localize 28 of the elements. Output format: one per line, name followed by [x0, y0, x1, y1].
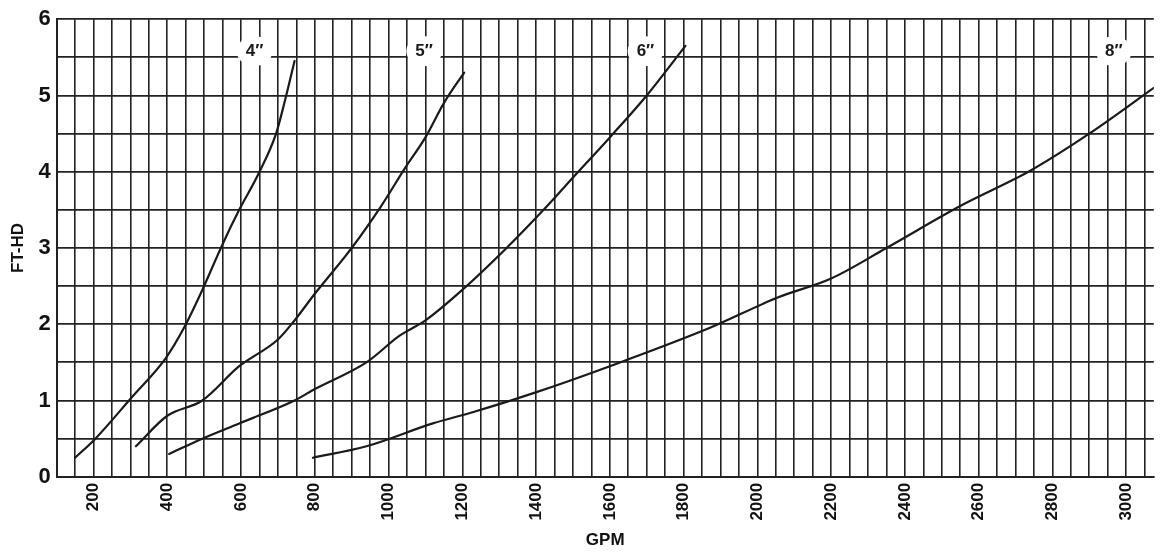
x-tick-label: 1000: [378, 482, 398, 521]
text: 8″: [1105, 40, 1123, 60]
x-tick-label: 2600: [968, 482, 988, 521]
x-tick-label: 2800: [1042, 482, 1062, 521]
y-axis-title: FT-HD: [7, 222, 27, 274]
x-tick-label: 1400: [525, 482, 545, 521]
x-tick-label: 1200: [452, 482, 471, 521]
y-tick-label: 3: [38, 234, 51, 260]
series-label: 4″: [245, 40, 264, 60]
y-tick-label: 5: [38, 81, 51, 107]
x-tick-label: 1800: [673, 482, 693, 521]
series-label: 5″: [415, 40, 433, 60]
x-tick-label: 800: [304, 482, 324, 512]
y-tick-label: 4: [38, 157, 52, 183]
x-tick-label: 400: [156, 482, 176, 512]
series-label: 6″: [636, 40, 655, 60]
y-tick-label: 0: [38, 462, 51, 488]
x-tick-label: 2000: [747, 482, 767, 521]
x-tick-label: 2200: [820, 482, 840, 521]
x-tick-label: 1600: [599, 482, 619, 521]
x-axis-title: GPM: [585, 530, 625, 550]
y-tick-label: 1: [38, 386, 51, 412]
y-tick-label: 6: [38, 5, 51, 31]
y-tick-label: 2: [38, 310, 51, 336]
x-tick-label: 600: [230, 482, 250, 512]
x-tick-label: 200: [83, 482, 103, 512]
x-tick-label: 3000: [1115, 482, 1135, 521]
x-tick-label: 2400: [894, 482, 914, 521]
